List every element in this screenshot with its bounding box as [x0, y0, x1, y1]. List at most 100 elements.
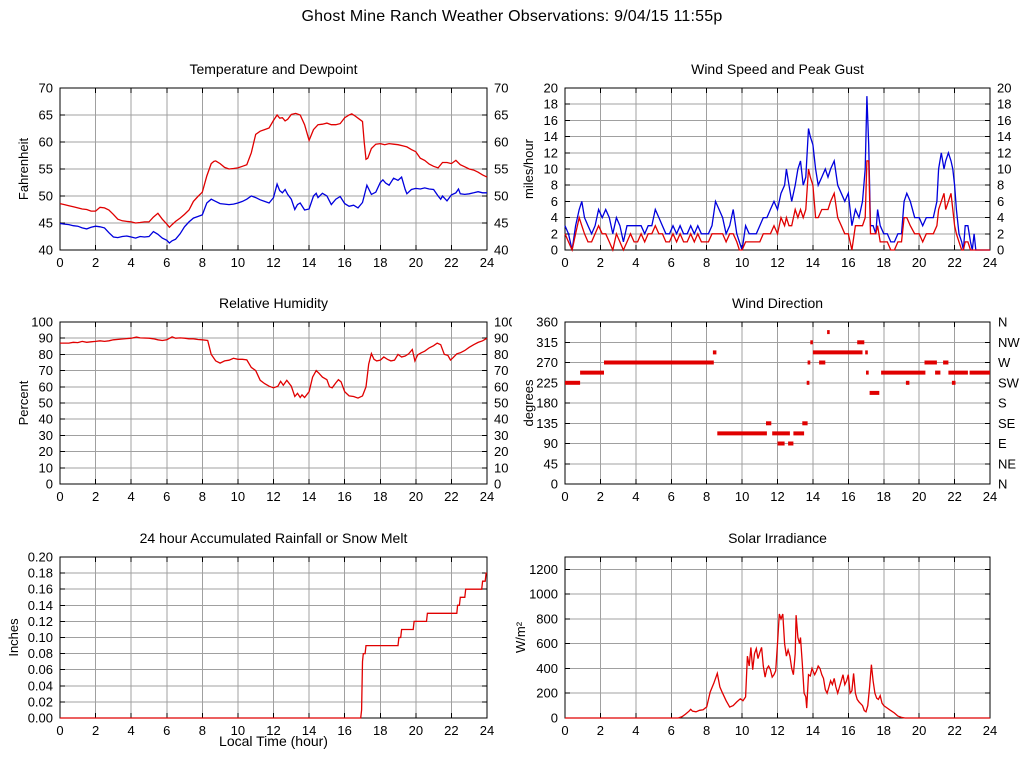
svg-text:22: 22: [947, 723, 961, 738]
svg-text:90: 90: [39, 331, 53, 346]
svg-text:20: 20: [912, 255, 926, 270]
chart-title: Wind Direction: [731, 295, 824, 311]
chart-rainfall: 24 hour Accumulated Rainfall or Snow Mel…: [0, 507, 512, 768]
svg-text:4: 4: [632, 723, 639, 738]
chart-temperature-dewpoint: Temperature and Dewpoint 0 2 4 6 8 10 12 14 16 18…: [0, 40, 512, 273]
svg-text:8: 8: [703, 489, 710, 504]
svg-text:2: 2: [551, 226, 558, 241]
svg-text:8: 8: [703, 723, 710, 738]
svg-text:16: 16: [337, 489, 351, 504]
svg-text:20: 20: [544, 81, 558, 96]
svg-text:360: 360: [536, 315, 558, 330]
svg-text:4: 4: [551, 210, 558, 225]
svg-text:12: 12: [770, 489, 784, 504]
svg-text:N: N: [998, 315, 1007, 330]
svg-text:0.00: 0.00: [28, 711, 53, 726]
plot-frame: [564, 321, 991, 485]
svg-text:2: 2: [92, 489, 99, 504]
svg-text:0.14: 0.14: [28, 598, 53, 613]
svg-text:30: 30: [39, 428, 53, 443]
svg-text:14: 14: [544, 129, 558, 144]
svg-text:E: E: [998, 436, 1007, 451]
svg-text:24: 24: [983, 723, 997, 738]
x-axis-label: Local Time (hour): [219, 733, 328, 749]
svg-text:0.08: 0.08: [28, 646, 53, 661]
svg-text:24: 24: [480, 255, 494, 270]
grid: [59, 556, 488, 719]
svg-text:20: 20: [997, 81, 1011, 96]
svg-text:80: 80: [494, 347, 508, 362]
svg-text:10: 10: [544, 162, 558, 177]
svg-text:100: 100: [31, 315, 53, 330]
svg-text:Inches: Inches: [6, 618, 21, 657]
svg-text:8: 8: [199, 489, 206, 504]
svg-text:22: 22: [444, 255, 458, 270]
svg-text:45: 45: [39, 216, 53, 231]
axis-labels: 0 2 4 6 8 10 12 14 16 18 20 22 240459013518022527031…: [521, 315, 1020, 505]
svg-text:20: 20: [409, 723, 423, 738]
svg-text:315: 315: [536, 335, 558, 350]
relative-humidity-plot: 0 2 4 6 8 10 12 14 16 18 20 22 240102030405060708090…: [16, 315, 512, 505]
svg-text:12: 12: [770, 723, 784, 738]
svg-text:miles/hour: miles/hour: [521, 138, 536, 199]
svg-text:18: 18: [877, 723, 891, 738]
svg-text:W: W: [998, 355, 1011, 370]
svg-text:0.20: 0.20: [28, 550, 53, 565]
svg-text:16: 16: [337, 723, 351, 738]
svg-text:2: 2: [92, 255, 99, 270]
svg-text:0.04: 0.04: [28, 678, 53, 693]
svg-text:14: 14: [806, 723, 820, 738]
svg-text:4: 4: [632, 489, 639, 504]
svg-text:12: 12: [997, 145, 1011, 160]
svg-text:N: N: [998, 477, 1007, 492]
rainfall-plot: 0 2 4 6 8 10 12 14 16 18 20 22 240.000.020.040.060.0…: [6, 550, 494, 739]
svg-text:24: 24: [983, 255, 997, 270]
svg-text:12: 12: [266, 255, 280, 270]
wind-direction-marks: [565, 330, 990, 446]
svg-text:0.12: 0.12: [28, 614, 53, 629]
svg-text:65: 65: [494, 108, 508, 123]
svg-text:24: 24: [983, 489, 997, 504]
svg-text:10: 10: [231, 255, 245, 270]
svg-text:20: 20: [912, 489, 926, 504]
svg-text:W/m²: W/m²: [513, 621, 528, 653]
svg-text:S: S: [998, 396, 1007, 411]
svg-text:1200: 1200: [529, 562, 558, 577]
svg-text:0: 0: [551, 477, 558, 492]
svg-text:12: 12: [266, 489, 280, 504]
svg-text:16: 16: [841, 489, 855, 504]
svg-text:60: 60: [39, 135, 53, 150]
page-title: Ghost Mine Ranch Weather Observations: 9…: [301, 8, 723, 25]
svg-text:10: 10: [735, 723, 749, 738]
svg-text:22: 22: [444, 489, 458, 504]
svg-text:80: 80: [39, 347, 53, 362]
series-peak-gust: [564, 96, 990, 251]
series-accumulated-rainfall: [60, 572, 487, 719]
chart-title: Wind Speed and Peak Gust: [691, 61, 864, 77]
svg-text:0: 0: [551, 711, 558, 726]
wind-speed-gust-plot: 0 2 4 6 8 10 12 14 16 18 20 22 240246810121416182002…: [521, 81, 1011, 271]
svg-text:40: 40: [39, 412, 53, 427]
svg-text:8: 8: [703, 255, 710, 270]
svg-text:24: 24: [480, 489, 494, 504]
svg-text:20: 20: [409, 489, 423, 504]
svg-text:6: 6: [163, 255, 170, 270]
svg-text:16: 16: [841, 723, 855, 738]
svg-text:degrees: degrees: [521, 379, 536, 426]
svg-text:10: 10: [494, 460, 508, 475]
svg-text:2: 2: [597, 489, 604, 504]
temperature-dewpoint-plot: 0 2 4 6 8 10 12 14 16 18 20 22 244045505560657040455…: [16, 81, 508, 271]
svg-text:45: 45: [544, 456, 558, 471]
svg-text:6: 6: [668, 255, 675, 270]
svg-text:22: 22: [947, 489, 961, 504]
svg-text:Percent: Percent: [16, 380, 31, 425]
svg-text:200: 200: [536, 686, 558, 701]
svg-text:70: 70: [494, 363, 508, 378]
svg-text:Fahrenheit: Fahrenheit: [16, 138, 31, 201]
svg-text:40: 40: [39, 243, 53, 258]
svg-text:SE: SE: [998, 416, 1016, 431]
svg-text:2: 2: [92, 723, 99, 738]
series-wind-speed: [564, 160, 990, 253]
svg-text:0: 0: [46, 477, 53, 492]
svg-text:10: 10: [735, 255, 749, 270]
